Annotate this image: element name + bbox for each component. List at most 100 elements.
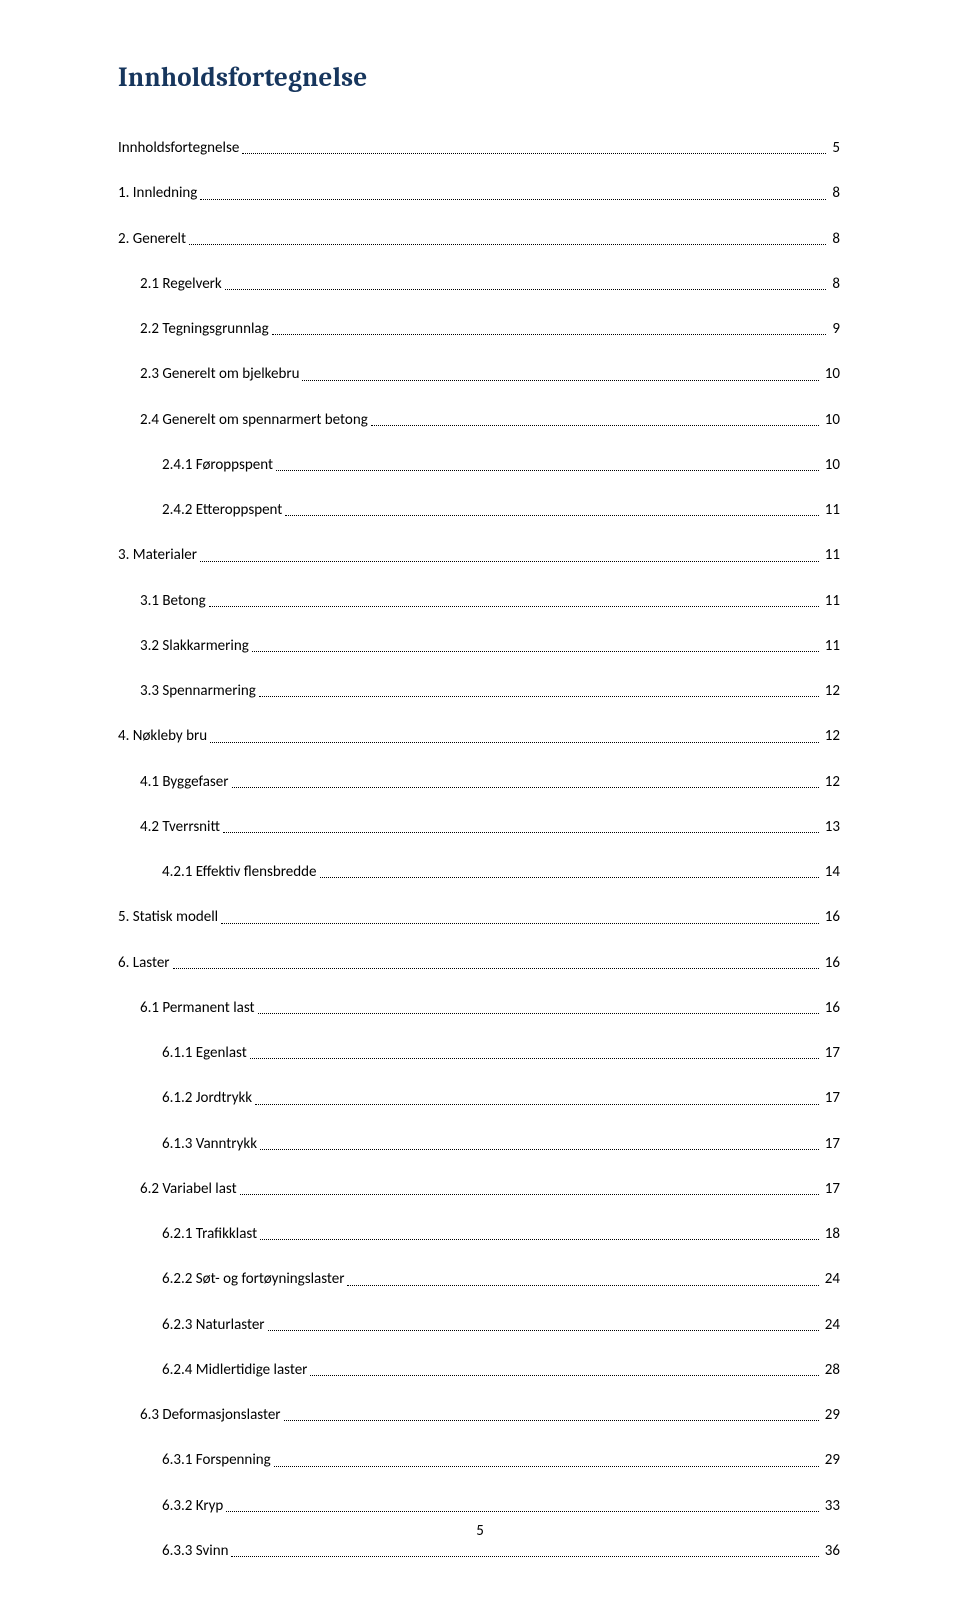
toc-label: 4.2.1 Effektiv flensbredde bbox=[162, 864, 317, 881]
toc-leader-dots bbox=[255, 1104, 819, 1105]
toc-page: 8 bbox=[830, 276, 840, 293]
toc-leader-dots bbox=[272, 334, 827, 335]
toc-label: 2.4 Generelt om spennarmert betong bbox=[140, 412, 368, 429]
toc-page: 16 bbox=[823, 1000, 840, 1017]
toc-entry[interactable]: 2.1 Regelverk 8 bbox=[140, 276, 840, 293]
toc-label: 2.3 Generelt om bjelkebru bbox=[140, 366, 299, 383]
toc-entry[interactable]: 2.3 Generelt om bjelkebru10 bbox=[140, 366, 840, 383]
toc-leader-dots bbox=[260, 1149, 819, 1150]
toc-page: 8 bbox=[830, 185, 840, 202]
toc-page: 10 bbox=[823, 457, 840, 474]
toc-entry[interactable]: 6.3 Deformasjonslaster29 bbox=[140, 1407, 840, 1424]
toc-entry[interactable]: 2.4.1 Føroppspent 10 bbox=[162, 457, 840, 474]
toc-leader-dots bbox=[232, 787, 819, 788]
toc-entry[interactable]: 6.1.1 Egenlast17 bbox=[162, 1045, 840, 1062]
toc-page: 28 bbox=[823, 1362, 840, 1379]
toc-label: 6.1 Permanent last bbox=[140, 1000, 255, 1017]
toc-entry[interactable]: 6.1 Permanent last 16 bbox=[140, 1000, 840, 1017]
toc-entry[interactable]: Innholdsfortegnelse5 bbox=[118, 140, 840, 157]
toc-entry[interactable]: 3. Materialer11 bbox=[118, 547, 840, 564]
toc-entry[interactable]: 6.1.2 Jordtrykk17 bbox=[162, 1090, 840, 1107]
toc-entry[interactable]: 3.2 Slakkarmering11 bbox=[140, 638, 840, 655]
toc-page: 17 bbox=[823, 1181, 840, 1198]
toc-label: 6.2.2 Søt- og fortøyningslaster bbox=[162, 1271, 344, 1288]
toc-leader-dots bbox=[210, 742, 819, 743]
toc-entry[interactable]: 5. Statisk modell16 bbox=[118, 909, 840, 926]
toc-label: 2.4.2 Etteroppspent bbox=[162, 502, 282, 519]
toc-leader-dots bbox=[284, 1420, 819, 1421]
toc-leader-dots bbox=[223, 832, 819, 833]
toc-page: 11 bbox=[823, 502, 840, 519]
toc-entry[interactable]: 6.2.2 Søt- og fortøyningslaster 24 bbox=[162, 1271, 840, 1288]
toc-page: 14 bbox=[823, 864, 840, 881]
toc-page: 16 bbox=[823, 955, 840, 972]
toc-label: 6.3.2 Kryp bbox=[162, 1498, 223, 1515]
toc-entry[interactable]: 6.2.3 Naturlaster24 bbox=[162, 1317, 840, 1334]
toc-leader-dots bbox=[242, 153, 826, 154]
toc-entry[interactable]: 2.4.2 Etteroppspent 11 bbox=[162, 502, 840, 519]
toc-leader-dots bbox=[250, 1058, 819, 1059]
toc-leader-dots bbox=[274, 1466, 819, 1467]
toc-page: 18 bbox=[823, 1226, 840, 1243]
toc-label: 6.2.1 Trafikklast bbox=[162, 1226, 257, 1243]
toc-entry[interactable]: 4.2 Tverrsnitt13 bbox=[140, 819, 840, 836]
toc-leader-dots bbox=[240, 1194, 819, 1195]
toc-entry[interactable]: 1. Innledning 8 bbox=[118, 185, 840, 202]
toc-page: 29 bbox=[823, 1407, 840, 1424]
toc-label: 2.4.1 Føroppspent bbox=[162, 457, 273, 474]
toc-label: 1. Innledning bbox=[118, 185, 197, 202]
toc-leader-dots bbox=[310, 1375, 818, 1376]
toc-label: 2.1 Regelverk bbox=[140, 276, 222, 293]
toc-leader-dots bbox=[226, 1511, 818, 1512]
toc-leader-dots bbox=[259, 696, 819, 697]
toc-entry[interactable]: 6.3.3 Svinn36 bbox=[162, 1543, 840, 1560]
toc-entry[interactable]: 6.2 Variabel last 17 bbox=[140, 1181, 840, 1198]
toc-page: 12 bbox=[823, 774, 840, 791]
toc-page: 16 bbox=[823, 909, 840, 926]
toc-label: 6.2.3 Naturlaster bbox=[162, 1317, 265, 1334]
toc-entry[interactable]: 4.2.1 Effektiv flensbredde 14 bbox=[162, 864, 840, 881]
toc-page: 29 bbox=[823, 1452, 840, 1469]
toc-label: 3. Materialer bbox=[118, 547, 197, 564]
toc-leader-dots bbox=[268, 1330, 819, 1331]
page: Innholdsfortegnelse Innholdsfortegnelse5… bbox=[0, 0, 960, 1600]
toc-entry[interactable]: 2.4 Generelt om spennarmert betong 10 bbox=[140, 412, 840, 429]
toc-entry[interactable]: 6.3.1 Forspenning29 bbox=[162, 1452, 840, 1469]
toc-entry[interactable]: 6.3.2 Kryp 33 bbox=[162, 1498, 840, 1515]
toc-page: 11 bbox=[823, 593, 840, 610]
toc-entry[interactable]: 2. Generelt8 bbox=[118, 231, 840, 248]
toc-page: 10 bbox=[823, 412, 840, 429]
toc-label: 4.1 Byggefaser bbox=[140, 774, 229, 791]
toc-leader-dots bbox=[347, 1285, 818, 1286]
toc-entry[interactable]: 6.2.4 Midlertidige laster28 bbox=[162, 1362, 840, 1379]
toc-leader-dots bbox=[258, 1013, 819, 1014]
toc-label: 6.2 Variabel last bbox=[140, 1181, 237, 1198]
toc-entry[interactable]: 6. Laster 16 bbox=[118, 955, 840, 972]
toc-page: 13 bbox=[823, 819, 840, 836]
page-title: Innholdsfortegnelse bbox=[118, 62, 840, 93]
toc-page: 33 bbox=[823, 1498, 840, 1515]
toc-page: 17 bbox=[823, 1136, 840, 1153]
toc-label: 6. Laster bbox=[118, 955, 170, 972]
toc-entry[interactable]: 6.1.3 Vanntrykk17 bbox=[162, 1136, 840, 1153]
toc-leader-dots bbox=[225, 289, 827, 290]
toc-entry[interactable]: 3.1 Betong 11 bbox=[140, 593, 840, 610]
toc-page: 9 bbox=[830, 321, 840, 338]
toc-label: 2. Generelt bbox=[118, 231, 186, 248]
toc-label: 6.3.3 Svinn bbox=[162, 1543, 228, 1560]
toc-entry[interactable]: 2.2 Tegningsgrunnlag9 bbox=[140, 321, 840, 338]
toc-leader-dots bbox=[285, 515, 818, 516]
toc-leader-dots bbox=[221, 923, 819, 924]
toc-leader-dots bbox=[231, 1556, 818, 1557]
toc-label: 6.1.1 Egenlast bbox=[162, 1045, 247, 1062]
toc-page: 17 bbox=[823, 1090, 840, 1107]
toc-label: 3.3 Spennarmering bbox=[140, 683, 256, 700]
toc-leader-dots bbox=[200, 199, 826, 200]
toc-entry[interactable]: 4. Nøkleby bru12 bbox=[118, 728, 840, 745]
toc-page: 11 bbox=[823, 638, 840, 655]
toc-entry[interactable]: 6.2.1 Trafikklast 18 bbox=[162, 1226, 840, 1243]
toc-entry[interactable]: 3.3 Spennarmering12 bbox=[140, 683, 840, 700]
toc-label: 3.1 Betong bbox=[140, 593, 206, 610]
toc-entry[interactable]: 4.1 Byggefaser 12 bbox=[140, 774, 840, 791]
toc-page: 24 bbox=[823, 1271, 840, 1288]
